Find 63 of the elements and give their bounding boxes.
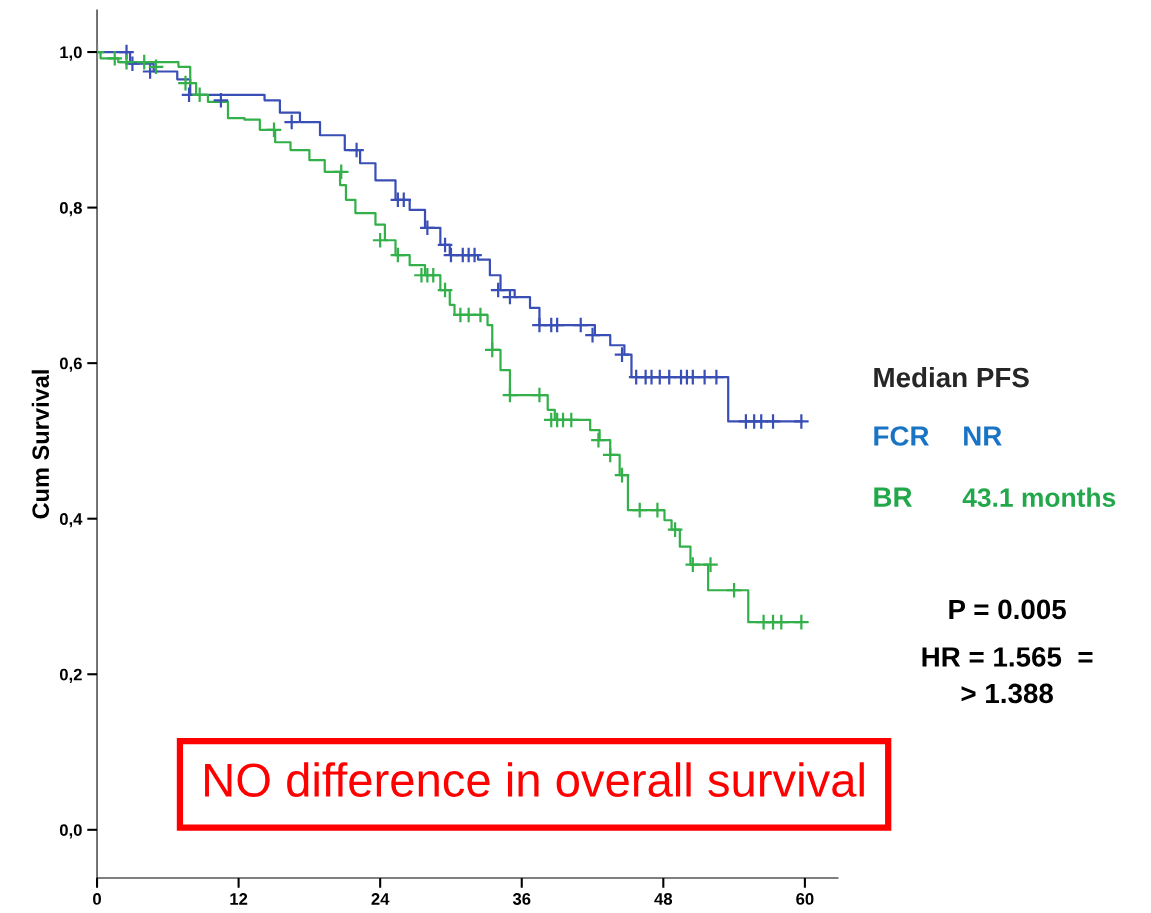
point [332, 163, 350, 181]
point [764, 413, 782, 430]
y-tick-label: 0,6 [59, 357, 82, 372]
x-tick-label: 60 [796, 893, 814, 905]
y-tick-label: 0,8 [59, 202, 82, 217]
point [212, 91, 230, 109]
point [684, 556, 702, 573]
point [466, 246, 483, 264]
point [792, 413, 810, 430]
point [792, 613, 810, 631]
point [283, 113, 301, 131]
point [601, 446, 619, 464]
point [436, 281, 454, 299]
y-axis-title: Cum Survival [31, 370, 50, 519]
point [424, 266, 442, 284]
point [147, 58, 165, 76]
point [613, 466, 631, 484]
x-tick-label: 48 [654, 893, 673, 905]
point [489, 281, 507, 299]
point [191, 86, 209, 104]
point [371, 231, 389, 249]
point [708, 368, 725, 386]
text: NR [964, 426, 1002, 446]
text: P = 0.005 [949, 599, 1066, 620]
point [483, 341, 501, 359]
point [531, 386, 548, 404]
x-tick-label: 36 [512, 893, 531, 905]
text: BR [874, 487, 913, 507]
point [562, 411, 580, 429]
text: > 1.388 [961, 683, 1053, 704]
point [472, 306, 489, 324]
text: Median PFS [874, 366, 1029, 388]
point [501, 386, 519, 404]
x-tick-label: 24 [371, 893, 390, 905]
y-tick-label: 0,4 [59, 513, 83, 528]
text: FCR [874, 426, 929, 446]
point [177, 74, 194, 92]
y-tick-label: 0,0 [59, 824, 82, 839]
y-tick-label: 0,2 [59, 668, 82, 683]
point [584, 326, 601, 344]
point [572, 316, 590, 334]
point [590, 431, 607, 449]
point [613, 346, 631, 363]
point [702, 556, 719, 573]
x-tick-label: 12 [230, 893, 248, 905]
annotation: NO difference in overall survival [205, 762, 864, 797]
point [348, 141, 365, 159]
text: 43.1 months [962, 487, 1116, 508]
point [436, 236, 454, 254]
point [106, 49, 124, 67]
point [772, 613, 790, 631]
point [649, 501, 666, 519]
point [135, 53, 153, 71]
point [389, 246, 407, 264]
text: HR = 1.565 = [922, 647, 1093, 667]
point [265, 121, 283, 139]
point [631, 501, 649, 519]
point [725, 581, 743, 599]
x-tick-label: 0 [93, 893, 101, 905]
point [666, 521, 684, 538]
point [118, 53, 135, 71]
point [418, 219, 436, 237]
y-tick-label: 1,0 [60, 46, 82, 61]
